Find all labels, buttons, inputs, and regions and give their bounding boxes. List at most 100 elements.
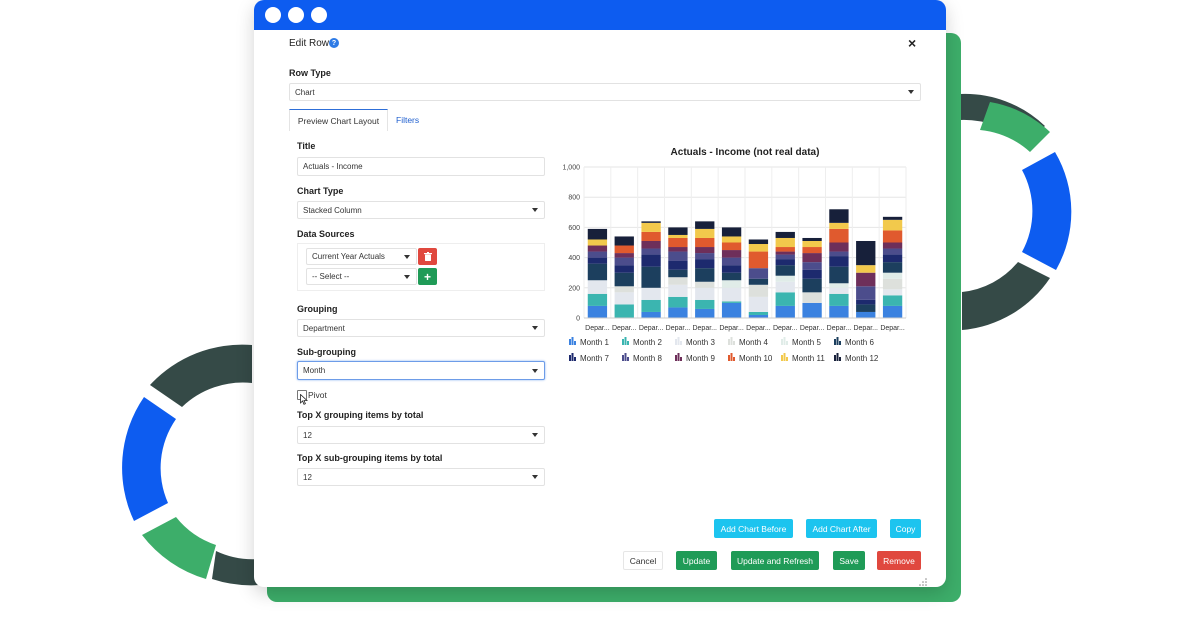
chart-bar-segment bbox=[641, 240, 661, 249]
chart-bar-segment bbox=[775, 247, 795, 252]
chart-bar-segment bbox=[856, 304, 876, 312]
topx-subgrouping-select[interactable]: 12 bbox=[297, 468, 545, 486]
chart-bar-segment bbox=[721, 257, 742, 266]
add-chart-before-button[interactable]: Add Chart Before bbox=[714, 519, 793, 538]
chart-bar-segment bbox=[748, 244, 769, 252]
legend-entry: Month 11 bbox=[792, 354, 825, 363]
chart-bar-segment bbox=[668, 260, 688, 270]
x-tick-label: Depar... bbox=[639, 325, 664, 332]
add-chart-after-button[interactable]: Add Chart After bbox=[806, 519, 877, 538]
legend-swatch-icon bbox=[677, 337, 680, 345]
legend-swatch-icon bbox=[730, 337, 733, 345]
chart-bar-segment bbox=[587, 228, 608, 240]
chart-bar-segment bbox=[775, 231, 795, 238]
chart-bar-segment bbox=[668, 307, 688, 318]
chart-bar-segment bbox=[587, 263, 608, 281]
tab-preview-chart-layout[interactable]: Preview Chart Layout bbox=[289, 109, 388, 131]
chart-bar-segment bbox=[882, 278, 903, 290]
window-dot-icon[interactable] bbox=[265, 7, 281, 23]
remove-button[interactable]: Remove bbox=[877, 551, 921, 570]
app-window: Edit Row ? × Row Type Chart Preview Char… bbox=[254, 0, 946, 587]
grouping-select[interactable]: Department bbox=[297, 319, 545, 337]
chart-bar-segment bbox=[856, 265, 876, 273]
chart-bar-segment bbox=[748, 268, 769, 279]
legend-entry: Month 6 bbox=[845, 338, 874, 347]
y-tick-label: 600 bbox=[568, 225, 580, 232]
chart-bar-segment bbox=[668, 277, 688, 285]
legend-entry: Month 2 bbox=[633, 338, 662, 347]
chart-bar-segment bbox=[641, 311, 661, 318]
delete-source-button[interactable] bbox=[418, 248, 437, 265]
row-type-label: Row Type bbox=[289, 68, 331, 78]
title-input[interactable]: Actuals - Income bbox=[297, 157, 545, 176]
close-icon[interactable]: × bbox=[908, 35, 917, 51]
chart-bar-segment bbox=[641, 222, 661, 232]
chart-bar-segment bbox=[748, 251, 769, 269]
legend-swatch-icon bbox=[839, 341, 841, 345]
chart-bar-segment bbox=[829, 283, 849, 288]
chart-bar-segment bbox=[829, 287, 849, 294]
chart-bar-segment bbox=[587, 251, 608, 258]
data-source-select[interactable]: -- Select -- bbox=[306, 268, 417, 285]
chart-bar-segment bbox=[614, 265, 634, 273]
trash-icon bbox=[423, 252, 432, 261]
chevron-down-icon bbox=[532, 433, 538, 437]
copy-button[interactable]: Copy bbox=[890, 519, 921, 538]
chart-bar-segment bbox=[802, 292, 822, 303]
legend-swatch-icon bbox=[571, 337, 574, 345]
chart-bar-segment bbox=[829, 266, 849, 284]
update-button[interactable]: Update bbox=[676, 551, 717, 570]
help-icon[interactable]: ? bbox=[329, 38, 339, 48]
y-tick-label: 1,000 bbox=[562, 165, 580, 172]
chart-bar-segment bbox=[695, 259, 715, 269]
window-dot-icon[interactable] bbox=[288, 7, 304, 23]
chart-bar-segment bbox=[668, 237, 688, 248]
legend-entry: Month 7 bbox=[580, 354, 609, 363]
save-button[interactable]: Save bbox=[833, 551, 865, 570]
chart-bar-segment bbox=[641, 266, 661, 288]
topx-subgrouping-label: Top X sub-grouping items by total bbox=[297, 453, 443, 463]
chart-type-label: Chart Type bbox=[297, 186, 344, 196]
legend-swatch-icon bbox=[786, 357, 788, 361]
legend-swatch-icon bbox=[728, 339, 730, 345]
chart-bar-segment bbox=[721, 227, 742, 237]
x-tick-label: Depar... bbox=[692, 325, 717, 332]
dialog-title: Edit Row bbox=[289, 38, 330, 49]
data-source-select[interactable]: Current Year Actuals bbox=[306, 248, 417, 265]
legend-swatch-icon bbox=[834, 355, 836, 361]
chart-bar-segment bbox=[775, 251, 795, 255]
legend-entry: Month 9 bbox=[686, 354, 715, 363]
chart-bar-segment bbox=[641, 248, 661, 255]
chart-bar-segment bbox=[748, 311, 769, 315]
subgrouping-select[interactable]: Month bbox=[297, 361, 545, 380]
chart-bar-segment bbox=[587, 293, 608, 306]
x-tick-label: Depar... bbox=[827, 325, 852, 332]
chart-bar-segment bbox=[775, 259, 795, 266]
legend-entry: Month 8 bbox=[633, 354, 662, 363]
chart-bar-segment bbox=[695, 253, 715, 260]
subgrouping-value: Month bbox=[303, 366, 326, 375]
chart-bar-segment bbox=[829, 209, 849, 223]
chart-bar-segment bbox=[882, 254, 903, 263]
x-tick-label: Depar... bbox=[773, 325, 798, 332]
chevron-down-icon bbox=[532, 326, 538, 330]
chart-bar-segment bbox=[882, 242, 903, 249]
add-source-button[interactable]: + bbox=[418, 268, 437, 285]
legend-swatch-icon bbox=[574, 341, 576, 345]
legend-swatch-icon bbox=[627, 357, 629, 361]
cancel-button[interactable]: Cancel bbox=[623, 551, 663, 570]
chart-bar-segment bbox=[695, 308, 715, 318]
resize-handle-icon[interactable] bbox=[919, 578, 927, 586]
chart-bar-segment bbox=[668, 296, 688, 308]
tab-filters[interactable]: Filters bbox=[396, 115, 420, 125]
update-and-refresh-button[interactable]: Update and Refresh bbox=[731, 551, 819, 570]
legend-swatch-icon bbox=[733, 357, 735, 361]
chevron-down-icon bbox=[404, 254, 410, 259]
window-dot-icon[interactable] bbox=[311, 7, 327, 23]
chart-bar-segment bbox=[641, 254, 661, 267]
chart-type-select[interactable]: Stacked Column bbox=[297, 201, 545, 219]
legend-swatch-icon bbox=[569, 355, 571, 361]
topx-grouping-select[interactable]: 12 bbox=[297, 426, 545, 444]
row-type-select[interactable]: Chart bbox=[289, 83, 921, 101]
chart-bar-segment bbox=[882, 272, 903, 279]
